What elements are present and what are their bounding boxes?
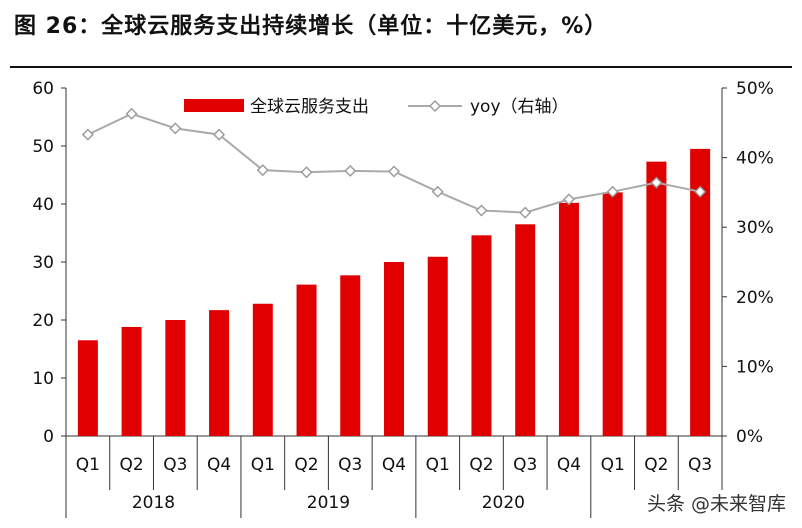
yoy-point-10 <box>475 204 488 217</box>
category-label: Q1 <box>76 455 100 475</box>
left-tick-label: 20 <box>32 311 54 331</box>
bar-11 <box>515 224 536 436</box>
category-label: Q1 <box>251 455 275 475</box>
left-tick-label: 60 <box>32 79 54 99</box>
bar-10 <box>471 235 492 436</box>
category-label: Q1 <box>426 455 450 475</box>
watermark: 头条 @未来智库 <box>646 493 786 515</box>
yoy-point-14 <box>650 176 663 189</box>
category-label: Q2 <box>119 455 143 475</box>
legend-bar-label: 全球云服务支出 <box>250 97 369 117</box>
yoy-point-5 <box>256 164 269 177</box>
yoy-point-8 <box>388 165 400 178</box>
bar-12 <box>558 202 579 436</box>
bar-6 <box>296 284 317 436</box>
bar-14 <box>646 161 667 436</box>
left-tick-label: 10 <box>32 369 54 389</box>
yoy-point-15 <box>694 185 707 198</box>
yoy-point-12 <box>562 193 575 206</box>
bar-13 <box>602 192 623 436</box>
left-tick-label: 0 <box>43 427 54 447</box>
title-underline <box>10 66 792 68</box>
category-label: Q4 <box>557 455 581 475</box>
yoy-point-13 <box>606 185 619 198</box>
left-tick-label: 30 <box>32 253 54 273</box>
category-label: Q3 <box>338 455 362 475</box>
yoy-point-4 <box>213 128 226 141</box>
yoy-point-7 <box>344 164 357 177</box>
bar-3 <box>165 320 186 436</box>
right-tick-label: 10% <box>736 357 774 377</box>
bar-4 <box>209 310 230 436</box>
yoy-point-2 <box>125 107 138 120</box>
category-label: Q4 <box>382 455 406 475</box>
category-label: Q3 <box>688 455 712 475</box>
yoy-point-6 <box>300 166 313 179</box>
right-tick-label: 30% <box>736 218 774 238</box>
right-tick-label: 50% <box>736 79 774 99</box>
bar-1 <box>77 340 98 436</box>
bar-2 <box>121 326 142 436</box>
year-label: 2018 <box>132 493 175 513</box>
category-label: Q3 <box>513 455 537 475</box>
right-tick-label: 40% <box>736 149 774 169</box>
year-label: 2020 <box>482 493 525 513</box>
year-label: 2019 <box>307 493 350 513</box>
bar-15 <box>690 148 711 436</box>
bar-7 <box>340 275 361 436</box>
yoy-point-11 <box>519 206 532 219</box>
chart-title: 图 26：全球云服务支出持续增长（单位：十亿美元，%） <box>14 14 608 39</box>
right-tick-label: 20% <box>736 288 774 308</box>
yoy-point-9 <box>431 185 444 198</box>
bar-9 <box>427 256 448 436</box>
category-label: Q2 <box>294 455 318 475</box>
category-label: Q3 <box>163 455 187 475</box>
legend-bar-swatch <box>184 99 244 112</box>
category-label: Q2 <box>469 455 493 475</box>
yoy-point-1 <box>81 128 94 141</box>
legend-line-marker <box>429 100 441 112</box>
right-tick-label: 0% <box>736 427 763 447</box>
bar-5 <box>252 303 273 436</box>
category-label: Q2 <box>644 455 668 475</box>
left-tick-label: 40 <box>32 195 54 215</box>
legend-line-label: yoy（右轴） <box>470 97 569 117</box>
yoy-point-3 <box>169 122 182 135</box>
category-label: Q1 <box>601 455 625 475</box>
bar-8 <box>384 262 404 436</box>
left-tick-label: 50 <box>32 137 54 157</box>
category-label: Q4 <box>207 455 231 475</box>
